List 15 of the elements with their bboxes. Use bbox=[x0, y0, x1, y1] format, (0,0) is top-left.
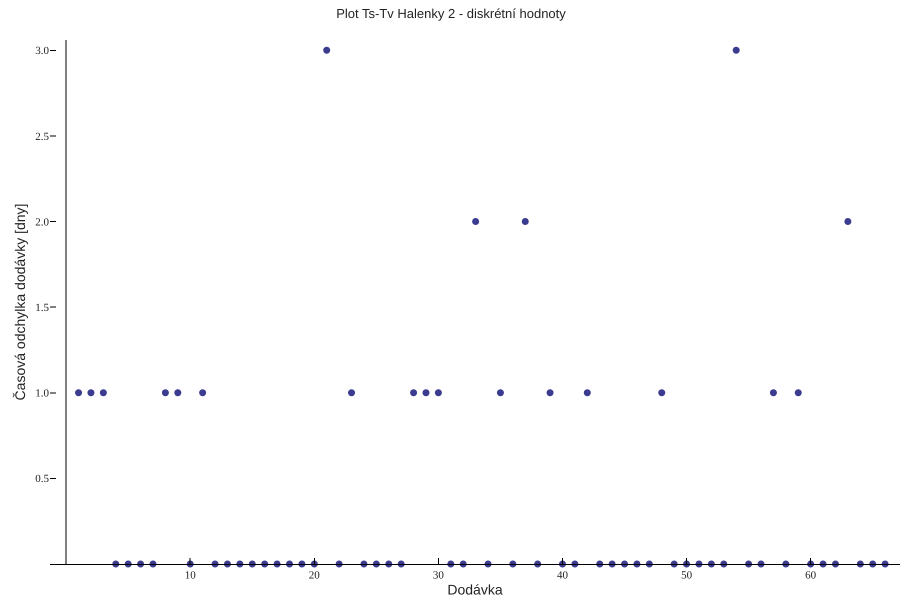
x-tick-label: 40 bbox=[556, 569, 568, 582]
y-axis-title: Časová odchylka dodávky [dny] bbox=[12, 204, 28, 400]
x-tick-label: 60 bbox=[805, 569, 817, 582]
x-tick-label: 10 bbox=[184, 569, 196, 582]
y-tick-label: 2.5 bbox=[35, 130, 50, 143]
x-axis-title: Dodávka bbox=[447, 582, 503, 598]
y-tick-label: 0.5 bbox=[35, 473, 50, 486]
chart-title: Plot Ts-Tv Halenky 2 - diskrétní hodnoty bbox=[336, 6, 566, 22]
y-tick-label: 3.0 bbox=[35, 45, 50, 58]
y-tick-label: 2.0 bbox=[35, 216, 50, 228]
x-tick-label: 50 bbox=[681, 569, 693, 582]
x-tick-label: 20 bbox=[308, 569, 320, 582]
y-tick-label: 1.0 bbox=[35, 388, 50, 400]
x-tick-label: 30 bbox=[432, 569, 444, 582]
y-tick-label: 1.5 bbox=[35, 302, 50, 314]
